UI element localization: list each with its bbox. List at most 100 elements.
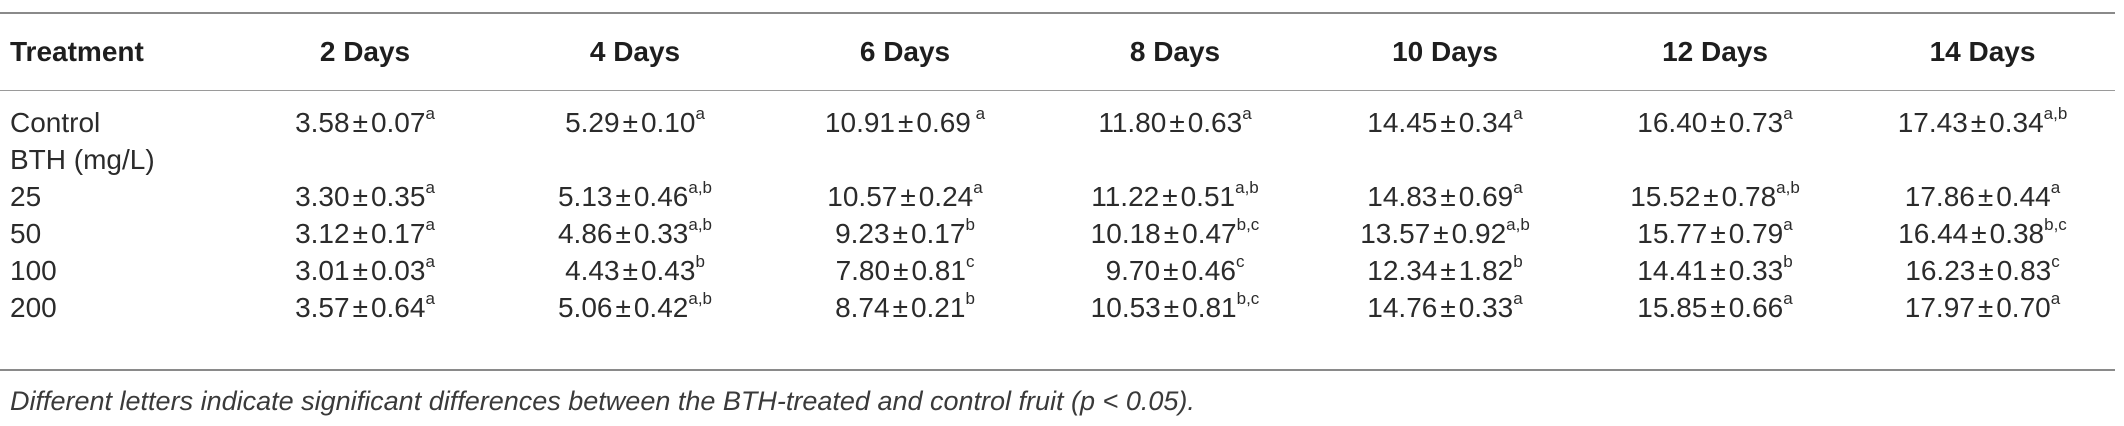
table-cell: 11.80 ±0.63a [1040, 90, 1310, 141]
cell-mean: 12.34 [1367, 255, 1438, 286]
cell-mean: 3.30 [295, 181, 350, 212]
plus-minus-symbol: ± [1710, 255, 1726, 286]
table-cell: 5.06 ±0.42a,b [500, 289, 770, 326]
row-label: Control [10, 107, 101, 138]
cell-mean: 3.12 [295, 218, 350, 249]
table-bottom-rule [0, 369, 2115, 371]
significance-letter: c [1235, 251, 1245, 271]
cell-sd: 0.69 [1458, 181, 1514, 212]
cell-sd: 0.73 [1728, 107, 1784, 138]
table-cell: 15.77 ±0.79a [1580, 215, 1850, 252]
significance-letter: a,b [1776, 177, 1800, 197]
cell-sd: 1.82 [1458, 255, 1514, 286]
table-cell: 3.57 ±0.64a [230, 289, 500, 326]
significance-letter: a [425, 288, 435, 308]
row-label: 25 [10, 181, 42, 212]
table-cell: 3.01 ±0.03a [230, 252, 500, 289]
cell-sd: 0.21 [910, 292, 966, 323]
cell-mean: 15.52 [1630, 181, 1701, 212]
cell-sd: 0.38 [1989, 218, 2045, 249]
plus-minus-symbol: ± [615, 292, 631, 323]
table-row: 50 3.12 ±0.17a 4.86 ±0.33a,b 9.23 ±0.17b 10.18 ±… [0, 215, 2115, 252]
cell-sd: 0.70 [1996, 292, 2051, 323]
cell-mean: 13.57 [1360, 218, 1431, 249]
plus-minus-symbol: ± [615, 218, 631, 249]
plus-minus-symbol: ± [900, 181, 916, 212]
table-cell [1580, 141, 1850, 178]
table-cell: 10.18 ±0.47b,c [1040, 215, 1310, 252]
cell-mean: 14.83 [1367, 181, 1438, 212]
plus-minus-symbol: ± [352, 218, 368, 249]
column-header-day: 4 Days [589, 36, 681, 67]
table-cell: 4.86 ±0.33a,b [500, 215, 770, 252]
cell-mean: 10.53 [1090, 292, 1161, 323]
table-cell: 3.30 ±0.35a [230, 178, 500, 215]
cell-sd: 0.79 [1728, 218, 1784, 249]
column-header-day: 8 Days [1129, 36, 1221, 67]
cell-sd: 0.81 [1182, 292, 1237, 323]
cell-sd: 0.83 [1996, 255, 2052, 286]
cell-mean: 15.85 [1637, 292, 1708, 323]
table-cell: 10.53 ±0.81b,c [1040, 289, 1310, 326]
table-cell: 16.44 ±0.38b,c [1850, 215, 2115, 252]
significance-letter: a [970, 103, 986, 123]
cell-sd: 0.63 [1187, 107, 1243, 138]
cell-mean: 17.43 [1897, 107, 1968, 138]
table-cell [1850, 141, 2115, 178]
significance-letter: a [1783, 214, 1793, 234]
plus-minus-symbol: ± [1440, 107, 1456, 138]
table-row: 200 3.57 ±0.64a 5.06 ±0.42a,b 8.74 ±0.21b 10.53… [0, 289, 2115, 326]
cell-mean: 11.22 [1091, 181, 1160, 212]
significance-letter: b [695, 251, 705, 271]
plus-minus-symbol: ± [892, 218, 908, 249]
cell-sd: 0.35 [370, 181, 426, 212]
table-cell: 9.23 ±0.17b [770, 215, 1040, 252]
cell-mean: 10.91 [824, 107, 895, 138]
cell-mean: 14.41 [1637, 255, 1708, 286]
cell-mean: 16.40 [1637, 107, 1708, 138]
significance-letter: a [973, 177, 983, 197]
table-top-rule [0, 12, 2115, 14]
cell-sd: 0.34 [1989, 107, 2044, 138]
plus-minus-symbol: ± [892, 292, 908, 323]
table-cell: 4.43 ±0.43b [500, 252, 770, 289]
plus-minus-symbol: ± [1710, 218, 1726, 249]
plus-minus-symbol: ± [1970, 107, 1987, 138]
significance-letter: c [2051, 251, 2060, 271]
significance-letter: a,b [688, 177, 712, 197]
plus-minus-symbol: ± [1971, 218, 1987, 249]
cell-sd: 0.78 [1721, 181, 1777, 212]
cell-mean: 5.29 [565, 107, 620, 138]
table-cell: 12.34 ±1.82b [1310, 252, 1580, 289]
column-header-treatment: Treatment [10, 36, 144, 67]
table-cell: 10.57 ±0.24a [770, 178, 1040, 215]
plus-minus-symbol: ± [1162, 181, 1178, 212]
significance-letter: a,b [688, 288, 712, 308]
table-header-rule [0, 90, 2115, 91]
plus-minus-symbol: ± [1433, 218, 1449, 249]
cell-mean: 15.77 [1637, 218, 1708, 249]
table-cell: 14.76 ±0.33a [1310, 289, 1580, 326]
row-label: 200 [10, 292, 57, 323]
row-label: 100 [10, 255, 57, 286]
plus-minus-symbol: ± [622, 107, 638, 138]
table-cell [500, 141, 770, 178]
group-label-row: BTH (mg/L) [0, 141, 2115, 178]
cell-mean: 17.86 [1904, 181, 1975, 212]
significance-letter: b [1783, 251, 1793, 271]
table-cell: 15.85 ±0.66a [1580, 289, 1850, 326]
column-header-day: 2 Days [319, 36, 411, 67]
plus-minus-symbol: ± [898, 107, 914, 138]
cell-mean: 14.76 [1367, 292, 1438, 323]
table-cell: 14.41 ±0.33b [1580, 252, 1850, 289]
table-footnote: Different letters indicate significant d… [10, 386, 1195, 416]
cell-sd: 0.42 [633, 292, 689, 323]
significance-letter: a,b [1506, 214, 1530, 234]
table-cell: 15.52 ±0.78a,b [1580, 178, 1850, 215]
table-cell: 17.97 ±0.70a [1850, 289, 2115, 326]
significance-letter: a [1242, 103, 1252, 123]
cell-sd: 0.17 [370, 218, 426, 249]
plus-minus-symbol: ± [1440, 181, 1456, 212]
cell-sd: 0.34 [1458, 107, 1514, 138]
cell-sd: 0.03 [370, 255, 426, 286]
